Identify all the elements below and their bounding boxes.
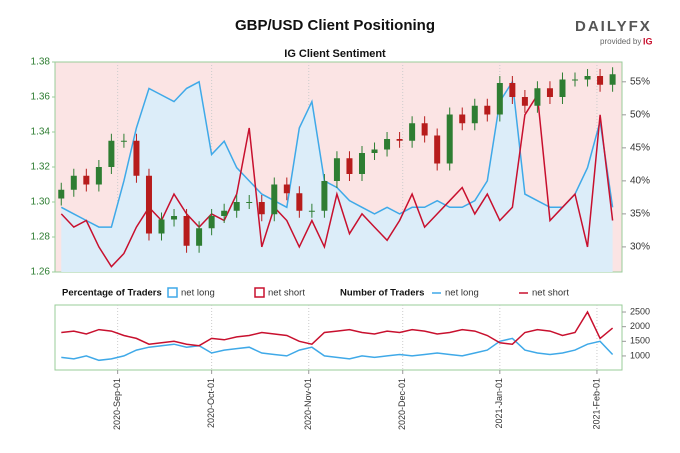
candle-body xyxy=(496,83,503,115)
candle-body xyxy=(95,167,102,185)
candle-body xyxy=(196,228,203,246)
legend-label: net long xyxy=(445,288,479,299)
legend-label: net long xyxy=(181,288,215,299)
candle-body xyxy=(371,149,378,153)
candle-body xyxy=(546,88,553,97)
y2-tick-label: 35% xyxy=(630,209,650,220)
y-tick-label: 1.28 xyxy=(31,232,51,243)
legend-swatch xyxy=(254,287,265,298)
legend-label: net short xyxy=(532,288,569,299)
candle-body xyxy=(421,123,428,136)
candle-body xyxy=(471,105,478,124)
candle-body xyxy=(597,76,604,85)
x-tick-label: 2020-Oct-01 xyxy=(206,378,216,428)
candle-body xyxy=(384,139,391,150)
x-tick-label: 2021-Feb-01 xyxy=(591,378,601,430)
candle-body xyxy=(171,216,178,220)
y2-tick-label: 50% xyxy=(630,109,650,120)
candle-body xyxy=(308,210,315,212)
logo-tagline: provided by xyxy=(600,37,641,46)
candle-body xyxy=(258,202,265,215)
candle-body xyxy=(246,202,253,203)
candle-body xyxy=(521,97,528,106)
candle-body xyxy=(83,175,90,185)
y-tick-label: 2500 xyxy=(630,306,650,316)
y-tick-label: 1500 xyxy=(630,336,650,346)
candle-body xyxy=(58,189,65,199)
candle-body xyxy=(183,216,190,246)
traders-line xyxy=(61,310,614,347)
candle-body xyxy=(108,140,115,167)
candle-body xyxy=(446,114,453,164)
x-tick-label: 2020-Nov-01 xyxy=(303,378,313,430)
legend-label: net short xyxy=(268,288,305,299)
candle-body xyxy=(409,123,416,141)
y-tick-label: 1.26 xyxy=(31,267,51,278)
candle-body xyxy=(559,79,566,97)
candle-body xyxy=(158,219,165,234)
candle-body xyxy=(358,153,365,174)
x-tick-label: 2021-Jan-01 xyxy=(494,378,504,429)
y2-tick-label: 30% xyxy=(630,242,650,253)
y2-tick-label: 45% xyxy=(630,142,650,153)
candle-body xyxy=(609,74,616,85)
legend-swatch xyxy=(167,287,178,298)
y2-tick-label: 55% xyxy=(630,76,650,87)
candle-body xyxy=(509,83,516,97)
candle-body xyxy=(584,76,591,80)
candle-body xyxy=(459,114,466,124)
logo-brand: DAILYFX xyxy=(575,18,652,35)
candle-body xyxy=(208,216,215,229)
x-tick-label: 2020-Sep-01 xyxy=(112,378,122,430)
candle-body xyxy=(572,79,579,81)
y-tick-label: 1.30 xyxy=(31,197,51,208)
candle-body xyxy=(120,140,127,142)
candle-body xyxy=(434,135,441,164)
legend-title: Number of Traders xyxy=(340,288,424,299)
y-tick-label: 1.36 xyxy=(31,92,51,103)
x-tick-label: 2020-Dec-01 xyxy=(397,378,407,430)
candle-body xyxy=(221,210,228,216)
plot-area xyxy=(54,304,623,371)
candle-body xyxy=(333,158,340,181)
y-tick-label: 1000 xyxy=(630,350,650,360)
candle-body xyxy=(70,175,77,190)
traders-line xyxy=(61,337,614,362)
candle-body xyxy=(271,184,278,215)
y-tick-label: 1.34 xyxy=(31,127,51,138)
candle-body xyxy=(484,105,491,115)
candle-body xyxy=(296,193,303,211)
chart-title: GBP/USD Client Positioning xyxy=(235,17,435,34)
candle-body xyxy=(233,202,240,211)
legend-title: Percentage of Traders xyxy=(62,288,162,299)
chart-subtitle: IG Client Sentiment xyxy=(284,48,386,60)
candle-body xyxy=(396,139,403,141)
candle-body xyxy=(321,181,328,211)
y-tick-label: 1.32 xyxy=(31,162,51,173)
y-tick-label: 2000 xyxy=(630,321,650,331)
candle-body xyxy=(145,175,152,234)
candle-body xyxy=(346,158,353,174)
percentage-line xyxy=(60,92,614,268)
y2-tick-label: 40% xyxy=(630,176,650,187)
candle-body xyxy=(283,184,290,194)
y-tick-label: 1.38 xyxy=(31,57,51,68)
candle-body xyxy=(133,140,140,176)
logo-ig: IG xyxy=(643,36,653,46)
candle-body xyxy=(534,88,541,106)
